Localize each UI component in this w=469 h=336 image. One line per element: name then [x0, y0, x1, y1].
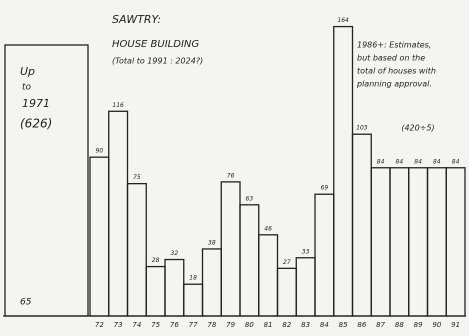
x-tick-label: 75 — [151, 321, 160, 329]
bar — [428, 168, 447, 316]
value-label: 27 — [283, 259, 291, 266]
estimate-note: planning approval. — [356, 80, 432, 89]
x-tick-label: 76 — [170, 321, 179, 329]
x-tick-label: 82 — [282, 321, 291, 329]
x-tick-label: 80 — [245, 321, 254, 329]
pre-block-text: to — [22, 83, 32, 93]
pre-block-text: Up — [20, 65, 35, 78]
value-label: 28 — [152, 257, 160, 264]
bar — [128, 184, 147, 316]
bar — [109, 111, 128, 316]
bar — [90, 157, 109, 316]
bar — [371, 168, 390, 316]
x-tick-label: 88 — [395, 321, 404, 329]
total-note: (Total to 1991 : 2024?) — [112, 57, 203, 66]
value-label: 33 — [302, 248, 310, 255]
bar — [259, 235, 278, 316]
x-tick-label: 90 — [432, 321, 441, 329]
bar — [165, 260, 184, 316]
bar — [353, 134, 372, 316]
bar — [296, 258, 315, 316]
bar — [184, 284, 203, 316]
value-label: 116 — [112, 102, 124, 109]
bar — [390, 168, 409, 316]
x-tick-label: 74 — [132, 321, 141, 329]
x-tick-label: 85 — [339, 321, 348, 329]
estimate-note: total of houses with — [357, 67, 436, 76]
value-label: 84 — [414, 158, 422, 165]
bar — [221, 182, 240, 316]
bar — [278, 268, 297, 316]
x-tick-label: 77 — [189, 321, 198, 329]
x-tick-label: 91 — [451, 321, 460, 329]
x-tick-label: 72 — [95, 321, 104, 329]
value-label: 18 — [189, 275, 197, 282]
value-label: 84 — [433, 158, 441, 165]
x-tick-label: 87 — [376, 321, 385, 329]
chart-title: SAWTRY: — [112, 13, 161, 26]
pre-1971-block — [5, 45, 88, 316]
x-tick-label: 79 — [226, 321, 235, 329]
x-start-label: 65 — [20, 298, 32, 308]
estimate-note: 1986+: Estimates, — [357, 41, 431, 50]
page: {"chart_data": {"type": "bar", "title": … — [0, 0, 469, 336]
chart-subtitle: HOUSE BUILDING — [112, 39, 199, 50]
value-label: 84 — [396, 158, 404, 165]
bar — [446, 168, 465, 316]
value-label: 164 — [337, 17, 349, 24]
value-label: 84 — [452, 158, 460, 165]
value-label: 84 — [377, 158, 385, 165]
value-label: 38 — [208, 239, 216, 246]
bar — [240, 205, 259, 316]
value-label: 75 — [133, 174, 141, 181]
bar — [203, 249, 222, 316]
pre-block-text: 1971 — [22, 97, 50, 110]
pre-block-text: (626) — [20, 117, 52, 131]
chart: SAWTRY: HOUSE BUILDING (Total to 1991 : … — [0, 0, 469, 336]
value-label: 32 — [171, 250, 179, 257]
bar — [146, 267, 165, 316]
value-label: 76 — [227, 172, 235, 179]
x-tick-label: 84 — [320, 321, 329, 329]
x-tick-label: 86 — [357, 321, 366, 329]
x-tick-label: 78 — [207, 321, 216, 329]
value-label: 90 — [96, 148, 104, 155]
value-label: 63 — [246, 195, 254, 202]
bar — [315, 194, 334, 316]
value-label: 46 — [264, 225, 272, 232]
x-tick-label: 73 — [114, 321, 123, 329]
estimate-split: (420÷5) — [401, 124, 434, 133]
bar — [409, 168, 428, 316]
x-tick-label: 83 — [301, 321, 310, 329]
value-label: 103 — [356, 125, 368, 132]
estimate-note: but based on the — [357, 54, 425, 63]
x-tick-label: 81 — [264, 321, 273, 329]
bar — [334, 27, 353, 316]
x-tick-label: 89 — [414, 321, 423, 329]
value-label: 69 — [321, 185, 329, 192]
